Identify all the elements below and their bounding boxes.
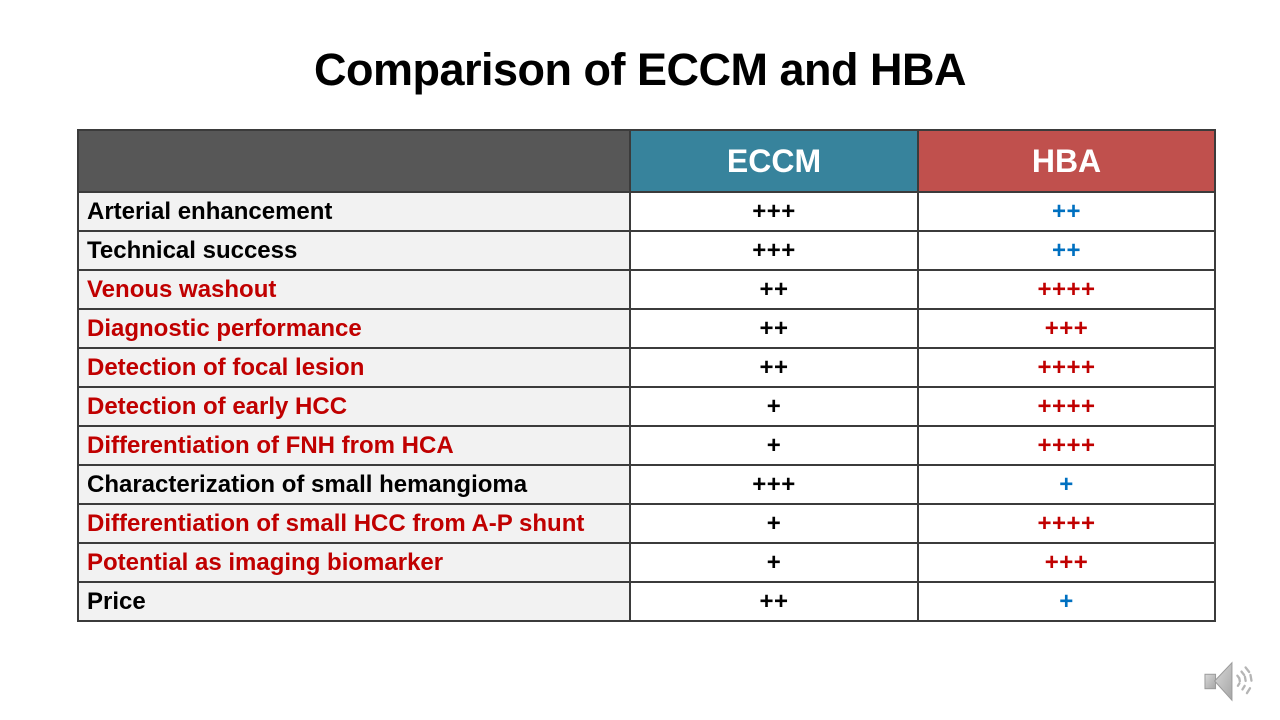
row-label: Potential as imaging biomarker: [77, 542, 631, 583]
table-header: ECCM HBA: [77, 129, 1216, 193]
slide-title: Comparison of ECCM and HBA: [313, 44, 967, 95]
table-row: Detection of focal lesion ++ ++++: [77, 347, 1216, 388]
table-row: Detection of early HCC + ++++: [77, 386, 1216, 427]
hba-value: ++++: [917, 347, 1216, 388]
sound-waves: [1236, 666, 1253, 695]
eccm-value: ++: [629, 347, 919, 388]
eccm-value: ++: [629, 269, 919, 310]
speaker-cone: [1213, 661, 1233, 702]
header-row: ECCM HBA: [77, 129, 1216, 193]
hba-value: ++++: [917, 425, 1216, 466]
hba-value: +: [917, 464, 1216, 505]
hba-value: ++++: [917, 269, 1216, 310]
table-row: Diagnostic performance ++ +++: [77, 308, 1216, 349]
table-row: Potential as imaging biomarker + +++: [77, 542, 1216, 583]
row-label: Detection of focal lesion: [77, 347, 631, 388]
hba-value: ++: [917, 230, 1216, 271]
eccm-value: +: [629, 503, 919, 544]
eccm-value: ++: [629, 581, 919, 622]
eccm-value: +++: [629, 230, 919, 271]
row-label: Detection of early HCC: [77, 386, 631, 427]
table-row: Characterization of small hemangioma +++ +: [77, 464, 1216, 505]
table-row: Differentiation of small HCC from A-P sh…: [77, 503, 1216, 544]
hba-value: ++++: [917, 503, 1216, 544]
row-label: Price: [77, 581, 631, 622]
row-label: Differentiation of FNH from HCA: [77, 425, 631, 466]
audio-speaker-icon[interactable]: [1202, 654, 1260, 708]
header-eccm-cell: ECCM: [629, 129, 919, 193]
table-row: Venous washout ++ ++++: [77, 269, 1216, 310]
eccm-value: +: [629, 425, 919, 466]
hba-value: +++: [917, 308, 1216, 349]
eccm-value: +: [629, 386, 919, 427]
hba-value: +: [917, 581, 1216, 622]
table-body: Arterial enhancement +++ ++ Technical succe…: [77, 191, 1216, 622]
row-label: Venous washout: [77, 269, 631, 310]
row-label: Differentiation of small HCC from A-P sh…: [77, 503, 631, 544]
table-row: Technical success +++ ++: [77, 230, 1216, 271]
header-hba-cell: HBA: [917, 129, 1216, 193]
row-label: Arterial enhancement: [77, 191, 631, 232]
hba-value: +++: [917, 542, 1216, 583]
eccm-value: +++: [629, 191, 919, 232]
table-row: Price ++ +: [77, 581, 1216, 622]
table-row: Arterial enhancement +++ ++: [77, 191, 1216, 232]
hba-value: ++++: [917, 386, 1216, 427]
row-label: Characterization of small hemangioma: [77, 464, 631, 505]
hba-value: ++: [917, 191, 1216, 232]
eccm-value: +++: [629, 464, 919, 505]
speaker-body: [1204, 673, 1217, 690]
comparison-table: ECCM HBA Arterial enhancement +++ ++ Techni…: [77, 129, 1216, 622]
eccm-value: +: [629, 542, 919, 583]
table-row: Differentiation of FNH from HCA + ++++: [77, 425, 1216, 466]
row-label: Technical success: [77, 230, 631, 271]
eccm-value: ++: [629, 308, 919, 349]
header-blank-cell: [77, 129, 631, 193]
row-label: Diagnostic performance: [77, 308, 631, 349]
